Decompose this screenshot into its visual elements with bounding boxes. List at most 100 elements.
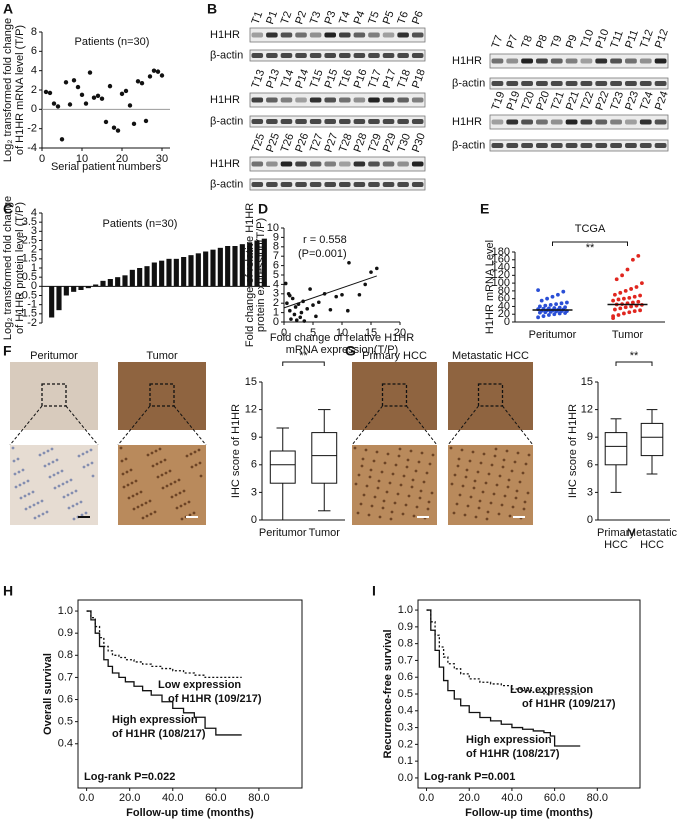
point: [536, 288, 540, 293]
image-label: Metastatic HCC: [452, 350, 529, 362]
blot-band: [382, 119, 395, 124]
nucleus: [457, 457, 461, 461]
blot-band: [580, 143, 593, 148]
blot-band: [506, 143, 519, 148]
significance-bracket: [552, 241, 628, 246]
y-tick-label: 9: [251, 431, 257, 443]
nucleus: [422, 480, 426, 484]
y-tick-label: 0: [31, 280, 37, 292]
lane-label: T9: [549, 34, 565, 50]
y-tick-label: 160: [492, 254, 510, 266]
lane-label: P2: [293, 9, 309, 26]
blot-strip: [489, 139, 669, 152]
zoom-box: [149, 383, 175, 407]
panel-label: F: [3, 343, 12, 359]
zoom-guide: [502, 405, 534, 446]
image-label: Primary HCC: [362, 350, 427, 362]
nucleus: [164, 471, 168, 475]
y-tick-label: 140: [492, 261, 510, 273]
nucleus: [74, 489, 78, 493]
point: [616, 297, 621, 302]
point: [631, 300, 635, 305]
zoom-box: [41, 383, 67, 407]
nucleus: [51, 460, 55, 464]
point: [357, 292, 362, 297]
blot-band: [580, 58, 593, 64]
point: [288, 293, 292, 298]
nucleus: [382, 499, 386, 503]
bar: [254, 240, 260, 287]
zoom-guide: [406, 405, 438, 446]
blot-band: [411, 97, 424, 103]
nucleus: [368, 475, 372, 479]
nucleus: [31, 490, 35, 494]
nucleus: [134, 479, 138, 483]
blot-band: [295, 53, 307, 58]
nucleus: [357, 473, 361, 477]
y-tick-label: 3: [587, 486, 593, 498]
nucleus: [487, 472, 491, 476]
image-label: Tumor: [146, 350, 178, 362]
nucleus: [463, 513, 467, 517]
point: [107, 83, 113, 89]
point: [638, 308, 642, 313]
point: [559, 301, 564, 306]
point: [308, 287, 312, 291]
nucleus: [153, 510, 157, 514]
y-tick-label: 1: [31, 262, 37, 274]
point: [631, 257, 635, 262]
y-tick-label: -2: [27, 123, 37, 135]
nucleus: [187, 500, 191, 504]
significance-bracket: [615, 361, 653, 366]
nucleus: [17, 470, 21, 474]
nucleus: [524, 462, 528, 466]
blot-band: [353, 97, 366, 103]
bar: [151, 262, 157, 287]
nucleus: [161, 486, 165, 490]
y-tick-label: 9: [587, 431, 593, 443]
nucleus: [386, 452, 390, 456]
bar: [261, 238, 267, 287]
nucleus: [190, 465, 194, 469]
nucleus: [394, 463, 398, 467]
lane-label: T11: [608, 29, 625, 50]
y-tick-label: 2: [31, 244, 37, 256]
x-axis-label: Serial patient numbers: [51, 161, 162, 173]
x-tick-label: 5: [310, 327, 316, 339]
lane-label: P4: [352, 9, 368, 26]
nucleus: [14, 485, 18, 489]
survival-curve: [426, 609, 581, 695]
y-tick-label: 0.0: [398, 772, 413, 784]
nucleus: [170, 495, 174, 499]
y-tick-label: -4: [27, 142, 37, 154]
nucleus: [26, 479, 30, 483]
box: [311, 432, 338, 484]
point: [155, 69, 161, 74]
y-tick-label: -2: [27, 317, 37, 329]
nucleus: [124, 457, 128, 461]
panel-label: I: [372, 583, 376, 599]
x-tick-label: HCC: [640, 539, 664, 551]
blot-band: [565, 119, 578, 125]
blot-band: [324, 53, 336, 58]
nucleus: [527, 453, 531, 457]
point: [293, 305, 298, 309]
x-tick-label: 40.0: [162, 792, 183, 804]
blot-band: [382, 32, 395, 38]
bar: [129, 269, 135, 287]
nucleus: [490, 463, 494, 467]
nucleus: [57, 484, 61, 488]
bar: [137, 268, 143, 287]
nucleus: [150, 451, 154, 455]
blot-strip: [249, 27, 426, 43]
nucleus: [72, 517, 76, 521]
point: [369, 270, 373, 274]
y-tick-label: 3.5: [22, 216, 37, 228]
y-tick-label: 0.5: [58, 716, 73, 728]
blot-band: [397, 182, 409, 187]
nucleus: [178, 491, 182, 495]
blot-band: [266, 119, 278, 124]
blot-band: [565, 58, 578, 64]
y-tick-label: 1: [273, 307, 279, 319]
chart-title: TCGA: [575, 223, 606, 235]
